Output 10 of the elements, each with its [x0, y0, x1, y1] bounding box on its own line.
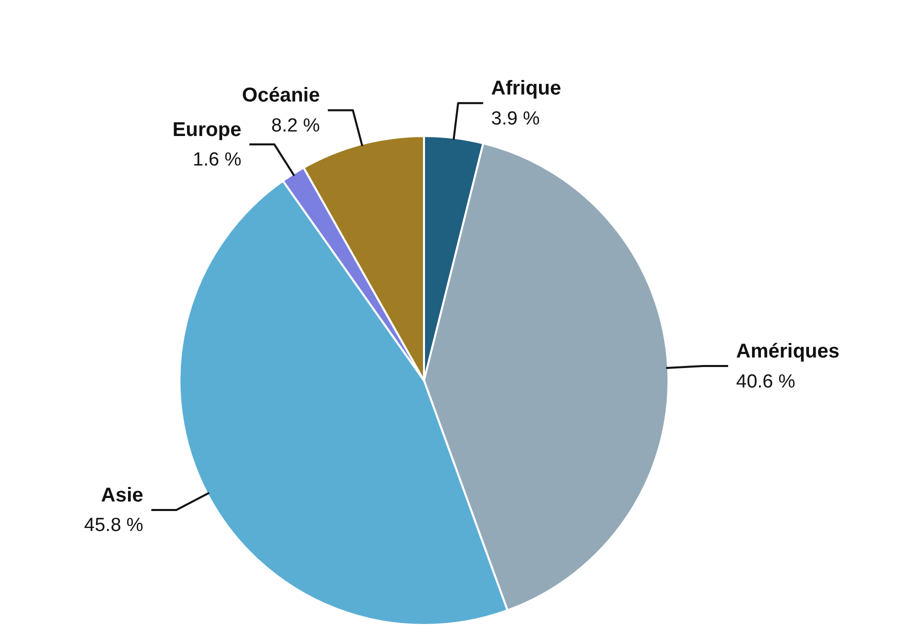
- slice-label: Asie: [101, 484, 144, 507]
- data-label: 1.6 %: [192, 150, 242, 171]
- slice-label: Amériques: [736, 340, 840, 363]
- data-label: 45.8 %: [84, 515, 144, 536]
- data-label: 40.6 %: [736, 371, 796, 392]
- data-label: 3.9 %: [491, 108, 540, 130]
- slice-label: Europe: [172, 118, 242, 141]
- data-label: 8.2 %: [271, 115, 320, 136]
- slice-label: Afrique: [491, 78, 562, 100]
- slice-label: Océanie: [242, 84, 320, 107]
